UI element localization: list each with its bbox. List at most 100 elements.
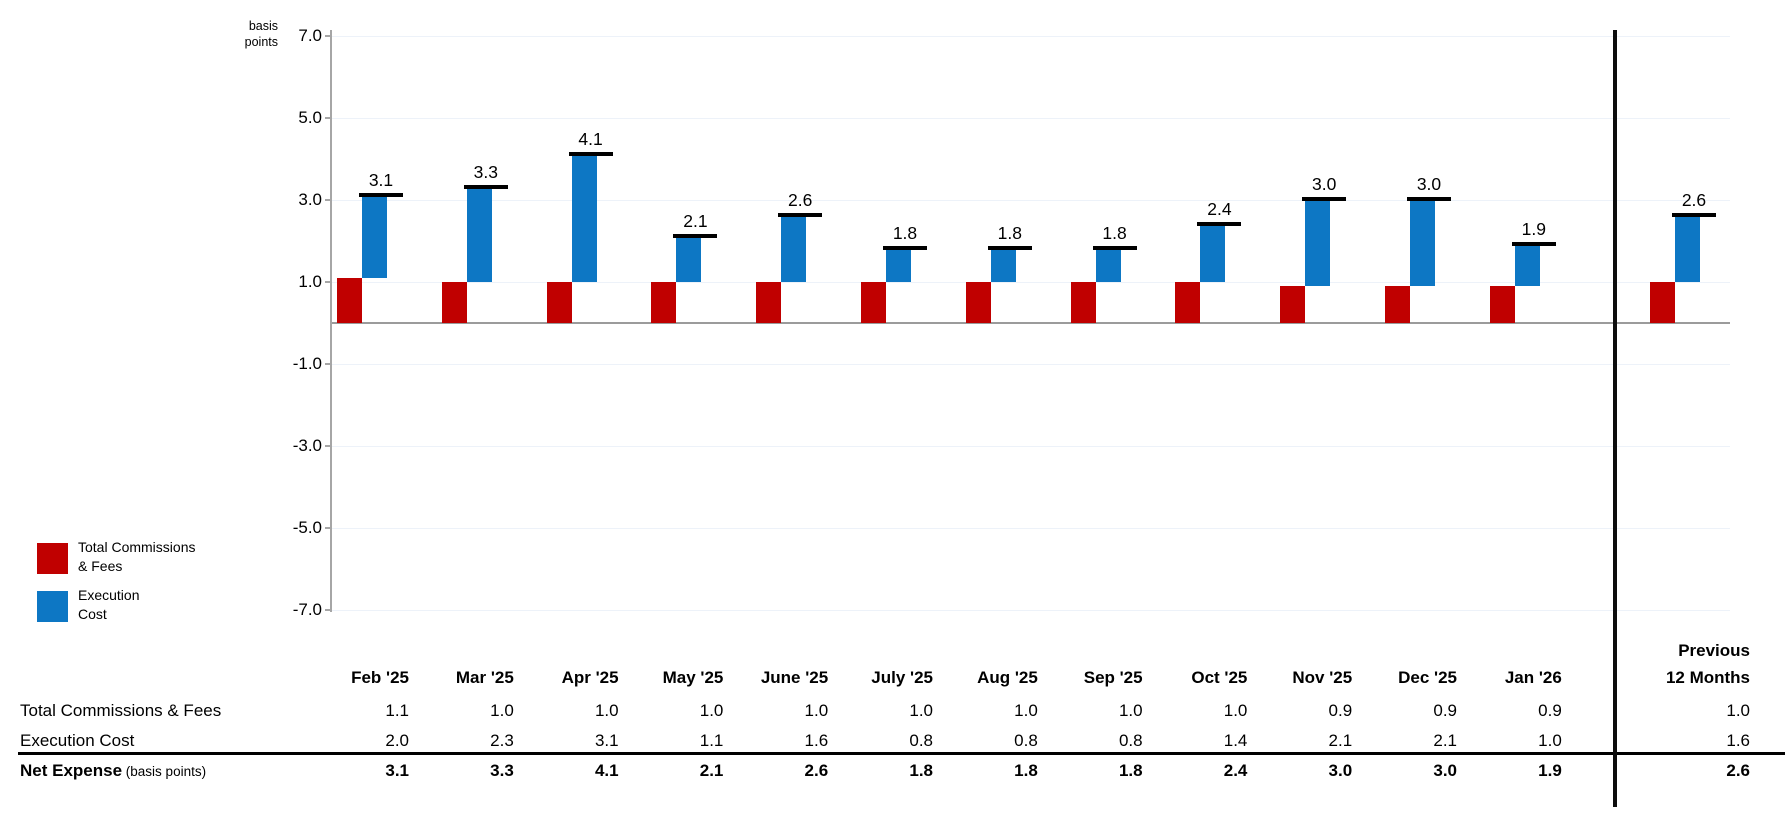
execution-cost-legend-label: Execution Cost — [78, 586, 139, 624]
net-expense-value-label: 4.1 — [578, 128, 603, 149]
net-expense-value-label: 2.1 — [683, 210, 708, 231]
table-cell: 3.1 — [385, 761, 409, 780]
table-cell: 2.6 — [804, 761, 829, 780]
y-axis-tick-label: 5.0 — [298, 108, 322, 127]
net-expense-cap-10 — [1302, 197, 1347, 201]
y-axis-tick — [325, 445, 332, 447]
legend-label-line: Cost — [78, 606, 107, 622]
total-commissions-bar-6 — [861, 282, 886, 323]
table-cell: 1.0 — [909, 701, 933, 720]
table-column-header: Mar '25 — [455, 668, 514, 687]
net-expense-cap-4 — [673, 233, 718, 238]
table-row-label-suffix: (basis points) — [122, 764, 207, 779]
legend-label-line: & Fees — [78, 558, 123, 574]
y-axis-unit-line1: basis — [248, 19, 278, 33]
table-cell: 3.0 — [1328, 761, 1353, 780]
net-expense-value-label: 1.9 — [1521, 219, 1546, 240]
gridline — [332, 282, 1730, 283]
gridline — [332, 118, 1730, 119]
net-expense-cap-5 — [778, 213, 823, 218]
total-commissions-bar-11 — [1385, 286, 1410, 323]
total-commissions-bar-9 — [1175, 282, 1201, 323]
table-cell: 0.9 — [1328, 701, 1353, 720]
total-commissions-bar-1 — [337, 277, 362, 323]
execution-cost-bar-5 — [781, 216, 807, 282]
y-axis-tick — [325, 117, 332, 119]
y-axis-tick-label: -7.0 — [292, 600, 322, 619]
y-axis-tick-label: 1.0 — [298, 272, 322, 291]
total-commissions-bar-4 — [651, 282, 677, 323]
table-cell: 2.4 — [1223, 761, 1248, 780]
table-row-label: Execution Cost — [20, 731, 135, 750]
table-cell: 1.0 — [1118, 701, 1143, 720]
table-column-header: May '25 — [662, 668, 724, 687]
total-commissions-bar-12 — [1489, 286, 1515, 323]
net-expense-value-label: 3.1 — [368, 169, 394, 190]
net-expense-value-label: 2.6 — [788, 190, 813, 211]
table-cell: 2.3 — [490, 731, 514, 750]
table-cell: 1.1 — [385, 701, 409, 720]
execution-cost-bar-3 — [571, 154, 597, 282]
net-expense-cap-2 — [463, 184, 508, 189]
table-cell: 1.6 — [804, 731, 829, 750]
net-expense-cap-11 — [1407, 197, 1451, 201]
y-axis-tick — [325, 609, 332, 611]
table-cell: 2.1 — [699, 761, 724, 780]
gridline — [332, 446, 1730, 447]
execution-cost-bar-2 — [466, 187, 492, 282]
table-column-header: Feb '25 — [351, 668, 409, 687]
table-cell: 1.4 — [1223, 731, 1248, 750]
table-column-header: Oct '25 — [1191, 668, 1248, 687]
execution-cost-bar-4 — [676, 236, 702, 282]
legend-label-line: Execution — [78, 587, 140, 603]
net-expense-value-label: 2.4 — [1207, 198, 1232, 219]
table-cell: 3.1 — [594, 731, 619, 750]
total-commissions-bar-8 — [1070, 282, 1096, 323]
execution-cost-bar-6 — [886, 249, 911, 282]
table-column-header-previous-line1: Previous — [1678, 641, 1750, 660]
net-expense-cap-3 — [568, 151, 613, 156]
total-commissions-legend-swatch-icon — [37, 543, 68, 574]
gridline — [332, 200, 1730, 201]
table-cell: 1.0 — [699, 701, 724, 720]
gridline — [332, 528, 1730, 529]
execution-cost-legend-swatch-icon — [37, 591, 68, 622]
previous-period-divider-line — [1613, 30, 1617, 807]
table-column-header: Jan '26 — [1504, 668, 1562, 687]
table-cell: 1.0 — [1223, 701, 1248, 720]
gridline — [332, 36, 1730, 37]
net-expense-cap-12 — [1511, 242, 1556, 247]
execution-cost-bar-9 — [1200, 224, 1226, 282]
net-expense-value-label: 3.0 — [1312, 174, 1337, 194]
table-cell: 1.8 — [909, 761, 933, 780]
table-cell: 1.0 — [594, 701, 619, 720]
legend-label-line: Total Commissions — [78, 539, 196, 555]
table-cell: 0.9 — [1433, 701, 1457, 720]
table-cell: 1.9 — [1538, 761, 1562, 780]
net-expense-value-label: 2.6 — [1681, 190, 1707, 211]
execution-cost-bar-12 — [1514, 245, 1540, 287]
table-cell: 3.0 — [1433, 761, 1457, 780]
y-axis-tick — [325, 527, 332, 529]
execution-cost-bar-1 — [362, 195, 387, 278]
zero-baseline — [332, 322, 1730, 324]
table-column-header: July '25 — [871, 668, 933, 687]
total-commissions-bar-13 — [1650, 282, 1675, 323]
table-cell: 0.8 — [1118, 731, 1143, 750]
table-total-rule — [18, 752, 1785, 755]
y-axis-tick — [325, 281, 332, 283]
table-row-label: Net Expense (basis points) — [20, 761, 207, 780]
net-expense-value-label: 1.8 — [892, 223, 918, 244]
table-cell: 2.1 — [1328, 731, 1353, 750]
gridline — [332, 610, 1730, 611]
net-expense-cap-9 — [1197, 221, 1242, 226]
table-column-header: Nov '25 — [1292, 668, 1353, 687]
gridline — [332, 364, 1730, 365]
table-row-label: Total Commissions & Fees — [20, 701, 222, 720]
net-expense-value-label: 3.3 — [473, 161, 498, 182]
table-cell: 4.1 — [594, 761, 619, 780]
table-column-header: Dec '25 — [1398, 668, 1457, 687]
table-cell: 0.8 — [1014, 731, 1038, 750]
execution-cost-bar-11 — [1410, 200, 1435, 287]
